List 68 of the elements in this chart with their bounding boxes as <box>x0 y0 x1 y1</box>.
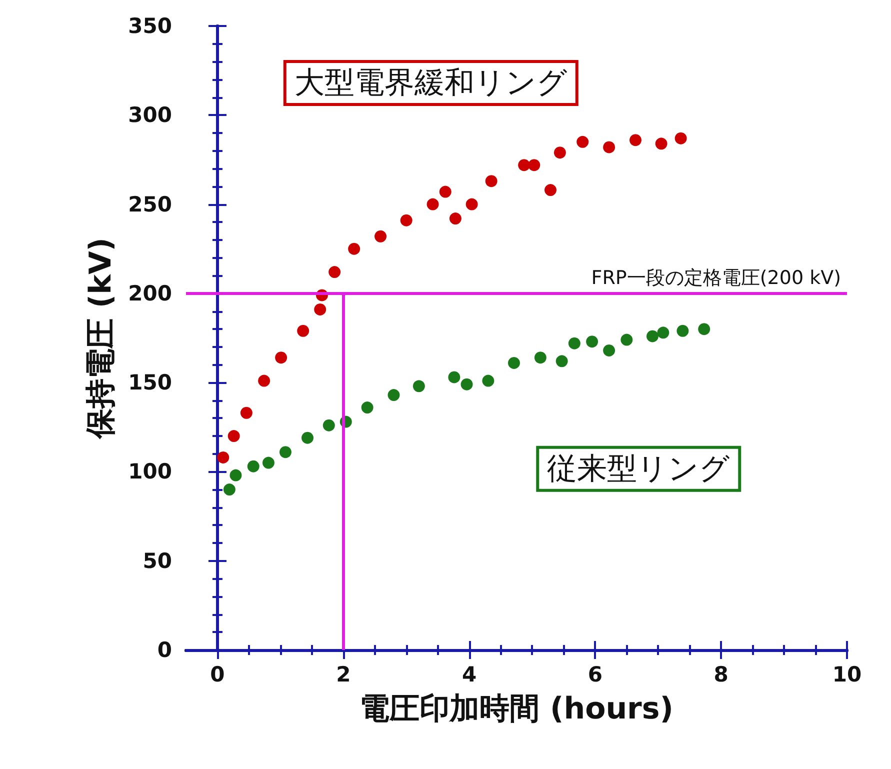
point <box>262 456 274 469</box>
y-tick-label: 200 <box>128 281 172 306</box>
point <box>655 138 668 150</box>
point <box>314 303 326 316</box>
point <box>448 371 460 384</box>
point <box>230 469 242 482</box>
point <box>388 389 400 402</box>
point <box>217 451 230 464</box>
y-tick-label: 50 <box>142 548 172 573</box>
point <box>576 136 589 148</box>
point <box>328 266 341 278</box>
point <box>240 406 252 419</box>
point <box>279 446 292 458</box>
point <box>361 402 374 414</box>
point <box>275 352 288 364</box>
point <box>620 334 633 346</box>
point <box>556 355 568 368</box>
x-axis-title: 電圧印加時間 (hours) <box>360 692 674 726</box>
x-tick-label: 8 <box>714 662 728 686</box>
point <box>412 380 425 392</box>
point <box>439 186 452 198</box>
point <box>586 336 598 348</box>
y-tick-label: 100 <box>128 460 172 484</box>
text: 従来型リング <box>547 451 730 486</box>
point <box>258 374 270 387</box>
x-tick-label: 2 <box>336 662 351 686</box>
point <box>657 326 670 339</box>
point <box>228 430 240 442</box>
point <box>674 132 687 144</box>
x-tick-label: 4 <box>462 662 477 686</box>
point <box>508 356 520 369</box>
point <box>698 323 710 336</box>
point <box>554 146 566 159</box>
x-tick-label: 6 <box>588 662 603 686</box>
point <box>322 419 335 432</box>
ref-line-label: FRP一段の定格電圧(200 kV) <box>591 266 841 289</box>
point <box>426 198 439 210</box>
point <box>302 432 314 444</box>
x-tick-label: 10 <box>832 662 862 686</box>
point <box>603 141 616 154</box>
point <box>603 344 616 356</box>
y-tick-label: 300 <box>128 103 172 128</box>
series-label: 大型電界緩和リング <box>294 66 568 101</box>
y-tick-label: 0 <box>157 638 172 662</box>
y-axis-title: 保持電圧 (kV) <box>84 237 118 440</box>
point <box>348 242 360 255</box>
point <box>485 175 498 188</box>
point <box>518 159 530 172</box>
point <box>534 352 546 364</box>
point <box>297 324 310 337</box>
y-tick-label: 150 <box>128 370 172 395</box>
point <box>374 230 387 242</box>
point <box>676 324 689 337</box>
point <box>629 134 642 146</box>
x-tick-label: 0 <box>210 662 225 686</box>
point <box>544 184 556 196</box>
point <box>646 330 658 342</box>
point <box>460 378 473 390</box>
point <box>449 212 462 225</box>
point <box>482 374 494 387</box>
point <box>247 460 260 472</box>
y-tick-label: 350 <box>128 14 172 38</box>
y-tick-label: 250 <box>128 192 172 216</box>
point <box>400 214 412 226</box>
point <box>568 337 580 350</box>
point <box>466 198 478 210</box>
point <box>528 159 540 172</box>
point <box>223 484 236 496</box>
